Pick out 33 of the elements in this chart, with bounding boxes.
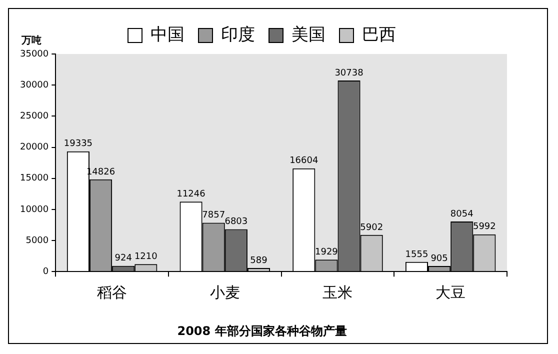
data-label: 6803 [224,217,248,228]
y-tick-label: 15000 [20,174,49,184]
data-label: 905 [430,254,448,264]
y-tick-label: 25000 [20,112,49,122]
y-tick-label: 10000 [20,204,49,215]
data-label: 16604 [290,156,318,166]
y-axis-title: 万吨 [20,34,42,47]
x-tick-label: 玉米 [322,283,353,302]
y-tick-label: 0 [42,266,49,277]
data-label: 1555 [405,250,428,260]
y-tick-label: 30000 [20,80,49,90]
legend-label: 印度 [221,24,255,45]
x-tick-label: 稻谷 [97,283,128,302]
y-tick-label: 35000 [20,49,49,60]
data-label: 19335 [64,139,93,150]
data-label: 5902 [360,222,384,233]
data-label: 589 [250,256,268,266]
text: 2008 年部分国家各种谷物产量 [177,324,347,338]
y-tick-label: 5000 [26,236,49,246]
data-label: 8054 [450,209,474,220]
data-label: 30738 [334,68,364,78]
x-tick-label: 小麦 [210,283,240,302]
legend-label: 中国 [150,24,184,45]
legend-label: 美国 [292,24,326,45]
data-label: 924 [114,254,132,264]
data-label: 11246 [176,190,206,200]
data-label: 5992 [472,222,496,232]
data-label: 1929 [315,247,338,258]
data-label: 1210 [134,252,158,262]
y-tick-label: 20000 [20,142,49,153]
data-label: 7857 [202,210,226,221]
legend-label: 巴西 [362,24,396,45]
x-tick-label: 大豆 [436,283,466,302]
